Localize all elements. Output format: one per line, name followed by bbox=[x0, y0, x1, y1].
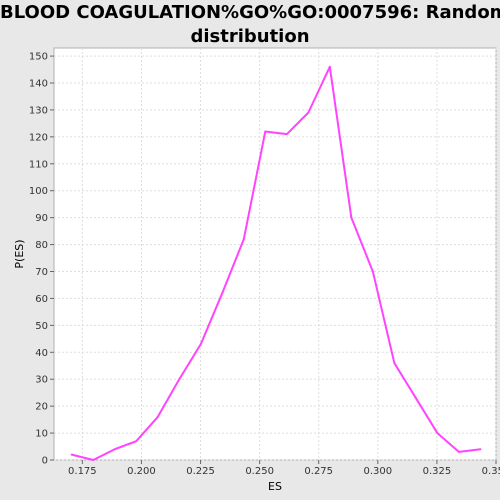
y-tick-label: 40 bbox=[35, 348, 48, 359]
data-point bbox=[393, 362, 396, 365]
data-point bbox=[457, 450, 460, 453]
y-tick-label: 70 bbox=[35, 267, 48, 278]
x-axis-label: ES bbox=[268, 480, 282, 493]
y-tick-label: 20 bbox=[35, 402, 48, 413]
data-point bbox=[178, 378, 181, 381]
y-tick-label: 90 bbox=[35, 213, 48, 224]
data-point bbox=[350, 216, 353, 219]
x-tick-label: 0.200 bbox=[127, 466, 156, 477]
data-point bbox=[221, 292, 224, 295]
y-tick-label: 110 bbox=[29, 159, 48, 170]
chart-title-line-2: distribution bbox=[190, 26, 310, 47]
y-tick-label: 50 bbox=[35, 321, 48, 332]
data-point bbox=[199, 343, 202, 346]
x-tick-label: 0.275 bbox=[304, 466, 333, 477]
data-point bbox=[479, 448, 482, 451]
y-axis-label: P(ES) bbox=[13, 239, 26, 268]
x-tick-label: 0.250 bbox=[245, 466, 274, 477]
y-tick-label: 150 bbox=[29, 52, 48, 63]
data-point bbox=[285, 133, 288, 136]
data-point bbox=[92, 459, 95, 461]
series-line bbox=[71, 65, 481, 461]
data-point bbox=[371, 270, 374, 273]
x-tick-label: 0.350 bbox=[482, 466, 500, 477]
x-tick-label: 0.225 bbox=[186, 466, 215, 477]
data-point bbox=[307, 111, 310, 114]
chart-title-line-1: BLOOD COAGULATION%GO%GO:0007596: Random … bbox=[0, 2, 500, 23]
data-point bbox=[135, 440, 138, 443]
grid-lines bbox=[54, 48, 497, 461]
axes: 0.175 0.200 0.225 0.250 0.275 0.300 0.325 0.350… bbox=[29, 52, 500, 477]
data-point bbox=[436, 432, 439, 435]
data-point bbox=[156, 415, 159, 418]
data-point bbox=[328, 65, 331, 68]
data-point bbox=[264, 130, 267, 133]
x-tick-label: 0.300 bbox=[363, 466, 392, 477]
y-tick-label: 10 bbox=[35, 429, 48, 440]
y-tick-label: 30 bbox=[35, 375, 48, 386]
plot-area bbox=[53, 47, 497, 461]
data-point bbox=[414, 397, 417, 400]
y-tick-label: 80 bbox=[35, 240, 48, 251]
y-tick-label: 140 bbox=[29, 79, 48, 90]
y-tick-label: 120 bbox=[29, 132, 48, 143]
x-tick-label: 0.325 bbox=[423, 466, 452, 477]
y-tick-label: 60 bbox=[35, 294, 48, 305]
data-point bbox=[113, 448, 116, 451]
x-tick-label: 0.175 bbox=[68, 466, 97, 477]
y-tick-label: 0 bbox=[42, 456, 48, 467]
y-tick-label: 130 bbox=[29, 105, 48, 116]
data-point bbox=[242, 238, 245, 241]
chart-title: BLOOD COAGULATION%GO%GO:0007596: Random … bbox=[0, 0, 500, 48]
data-point bbox=[70, 453, 73, 456]
y-tick-label: 100 bbox=[29, 186, 48, 197]
series-group bbox=[70, 65, 482, 461]
